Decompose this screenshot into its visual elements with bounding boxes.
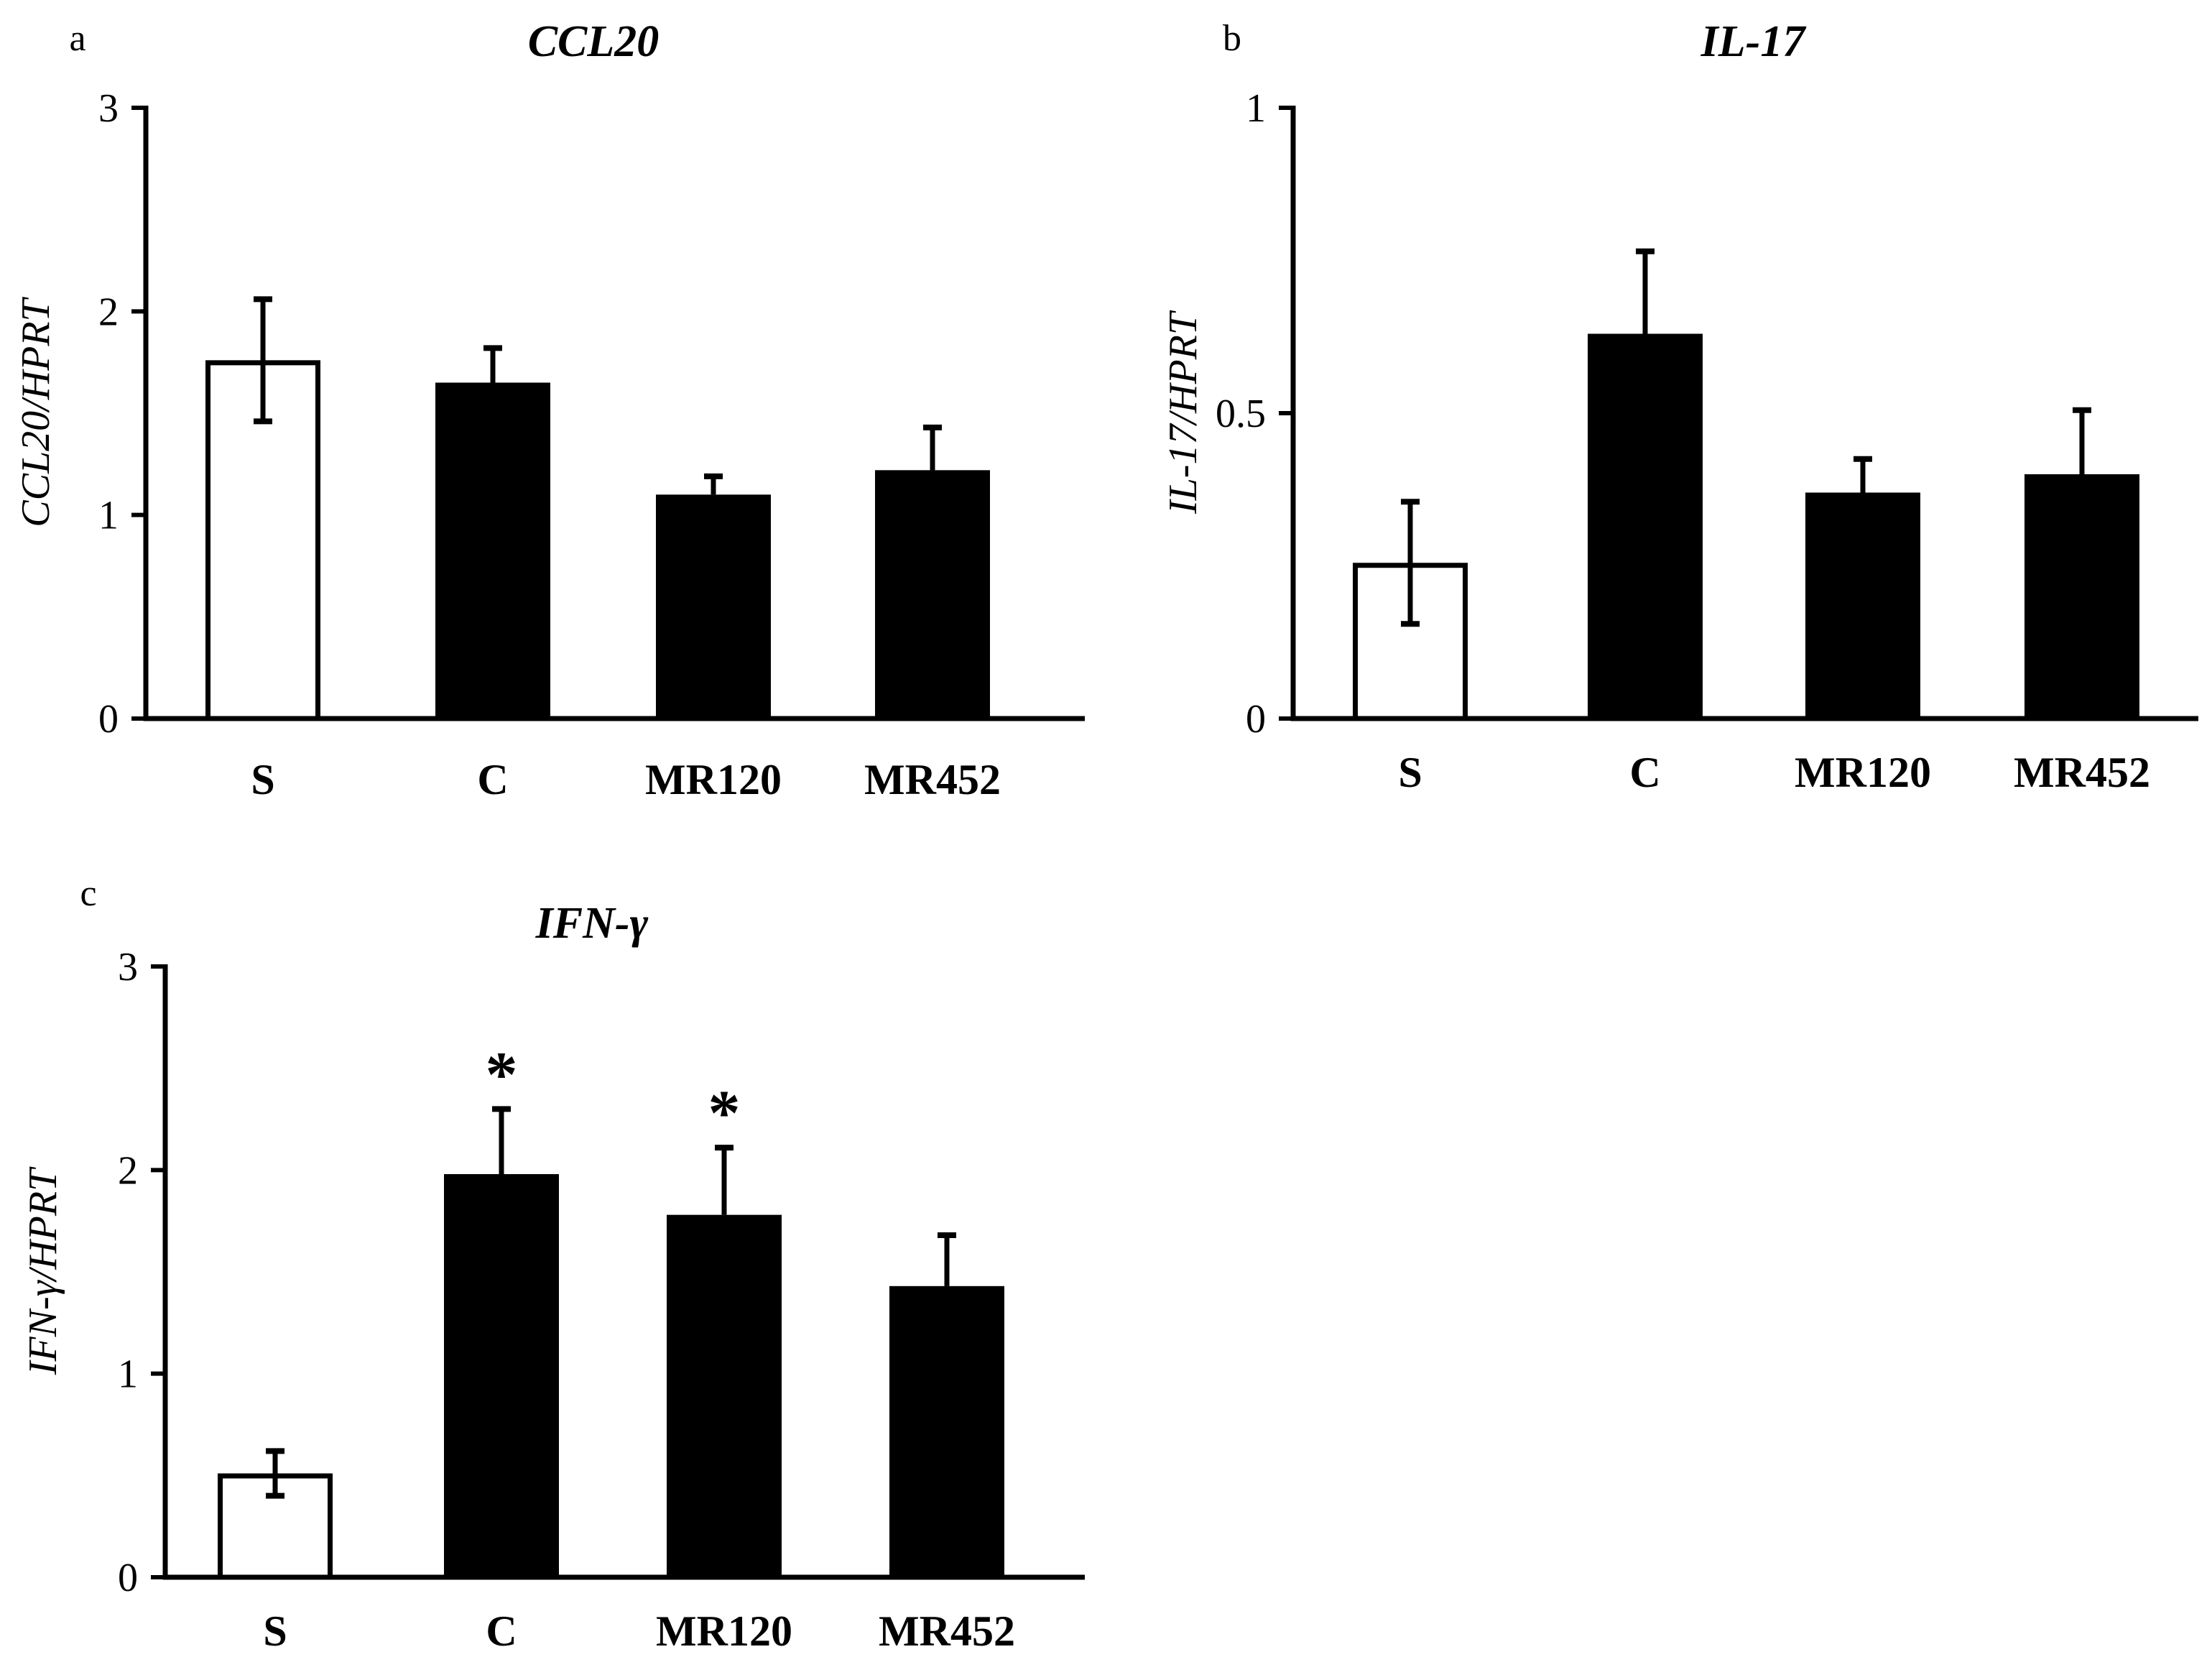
bar-MR452 — [2024, 474, 2139, 719]
y-tick-label: 1 — [118, 1352, 138, 1397]
y-axis-label: CCL20/HPRT — [14, 296, 58, 527]
chart-title: CCL20 — [528, 17, 660, 66]
x-tick-label: S — [1398, 749, 1422, 796]
panel-a: a CCL20 CCL20/HPRT S C MR120 MR452 0 1 2 3 — [14, 17, 1085, 803]
panel-c: c IFN-γ IFN-γ/HPRT S * C * MR120 MR452 0 1 2 3 — [21, 873, 1085, 1655]
y-tick-label: 3 — [98, 86, 119, 131]
bar-MR452 — [875, 470, 990, 719]
x-tick-label: C — [1629, 749, 1660, 796]
panel-b: b IL-17 IL-17/HPRT S C MR120 MR452 0 0.5 1 — [1161, 17, 2198, 796]
y-tick-label: 0.5 — [1216, 392, 1266, 436]
y-tick-label: 0 — [118, 1556, 138, 1600]
bar-MR120 — [656, 494, 771, 719]
panel-letter: a — [69, 18, 85, 59]
chart-title: IFN-γ — [535, 899, 649, 948]
x-tick-label: MR452 — [879, 1607, 1015, 1655]
y-axis-label: IL-17/HPRT — [1161, 310, 1206, 514]
significance-marker-C: * — [486, 1039, 518, 1110]
significance-marker-MR120: * — [708, 1078, 741, 1149]
bar-MR120 — [667, 1214, 782, 1577]
y-tick-label: 0 — [1246, 697, 1266, 742]
y-tick-label: 2 — [118, 1148, 138, 1193]
y-tick-label: 1 — [98, 494, 119, 538]
x-tick-label: MR120 — [656, 1607, 792, 1655]
bar-C — [1588, 333, 1703, 719]
panel-letter: c — [80, 873, 96, 914]
x-tick-label: MR120 — [645, 756, 782, 803]
chart-title: IL-17 — [1700, 17, 1808, 66]
x-tick-label: S — [263, 1607, 287, 1655]
x-tick-label: C — [477, 756, 508, 803]
y-tick-label: 0 — [98, 697, 119, 742]
x-tick-label: MR452 — [864, 756, 1001, 803]
panel-letter: b — [1223, 18, 1241, 59]
y-axis-label: IFN-γ/HPRT — [21, 1166, 65, 1375]
bar-MR120 — [1805, 492, 1920, 719]
y-tick-label: 3 — [118, 945, 138, 989]
x-tick-label: MR120 — [1795, 749, 1931, 796]
x-tick-label: MR452 — [2014, 749, 2150, 796]
bar-MR452 — [889, 1286, 1004, 1577]
bar-C — [435, 382, 550, 719]
x-tick-label: C — [486, 1607, 517, 1655]
bar-C — [444, 1174, 559, 1577]
x-tick-label: S — [251, 756, 274, 803]
y-tick-label: 2 — [98, 290, 119, 334]
y-tick-label: 1 — [1246, 86, 1266, 131]
